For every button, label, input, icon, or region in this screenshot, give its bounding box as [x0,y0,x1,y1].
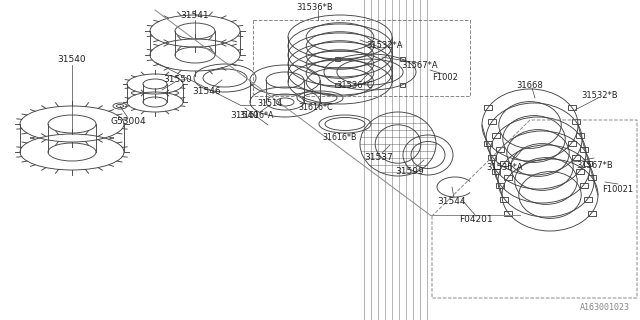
Bar [400,57,405,61]
Bar [488,119,497,124]
Text: 31599: 31599 [396,167,424,177]
Bar [575,169,584,174]
Bar [497,147,504,152]
Text: 31567*B: 31567*B [577,161,613,170]
Text: 31544: 31544 [438,197,467,206]
Text: 31550: 31550 [164,76,193,84]
Bar [504,175,513,180]
Bar [497,183,504,188]
Text: F04201: F04201 [459,215,493,225]
Text: 31536*C: 31536*C [337,81,373,90]
Bar [492,133,500,138]
Text: 31532*A: 31532*A [367,41,403,50]
Text: 31536*A: 31536*A [486,164,524,172]
Bar [400,83,405,87]
Bar [568,105,575,110]
Bar [568,141,575,146]
Bar [580,147,588,152]
Text: F10021: F10021 [602,186,634,195]
Text: 31567*A: 31567*A [402,60,438,69]
Bar [500,197,508,202]
Bar [572,119,580,124]
Text: 31541: 31541 [180,11,209,20]
Text: 31668: 31668 [516,81,543,90]
Bar [484,105,492,110]
Text: A163001023: A163001023 [580,303,630,312]
Bar [504,211,513,216]
Text: 31546: 31546 [193,87,221,97]
Text: 31616*A: 31616*A [240,110,275,119]
Text: 31537: 31537 [365,153,394,162]
Text: 31540: 31540 [230,110,259,119]
Text: 31540: 31540 [58,55,86,65]
Bar [584,161,591,166]
Bar [588,175,596,180]
Bar [588,211,596,216]
Bar [584,197,591,202]
Bar [492,169,500,174]
Bar [500,161,508,166]
Text: 31536*B: 31536*B [296,3,333,12]
Bar [335,83,340,87]
Text: 31514: 31514 [257,100,283,108]
Text: 31616*C: 31616*C [299,103,333,113]
Text: 31532*B: 31532*B [582,91,618,100]
Bar [580,183,588,188]
Bar [575,133,584,138]
Bar [484,141,492,146]
Bar [572,155,580,160]
Text: 31616*B: 31616*B [323,132,357,141]
Text: F1002: F1002 [432,74,458,83]
Bar [335,57,340,61]
Bar [488,155,497,160]
Text: G53004: G53004 [110,117,146,126]
